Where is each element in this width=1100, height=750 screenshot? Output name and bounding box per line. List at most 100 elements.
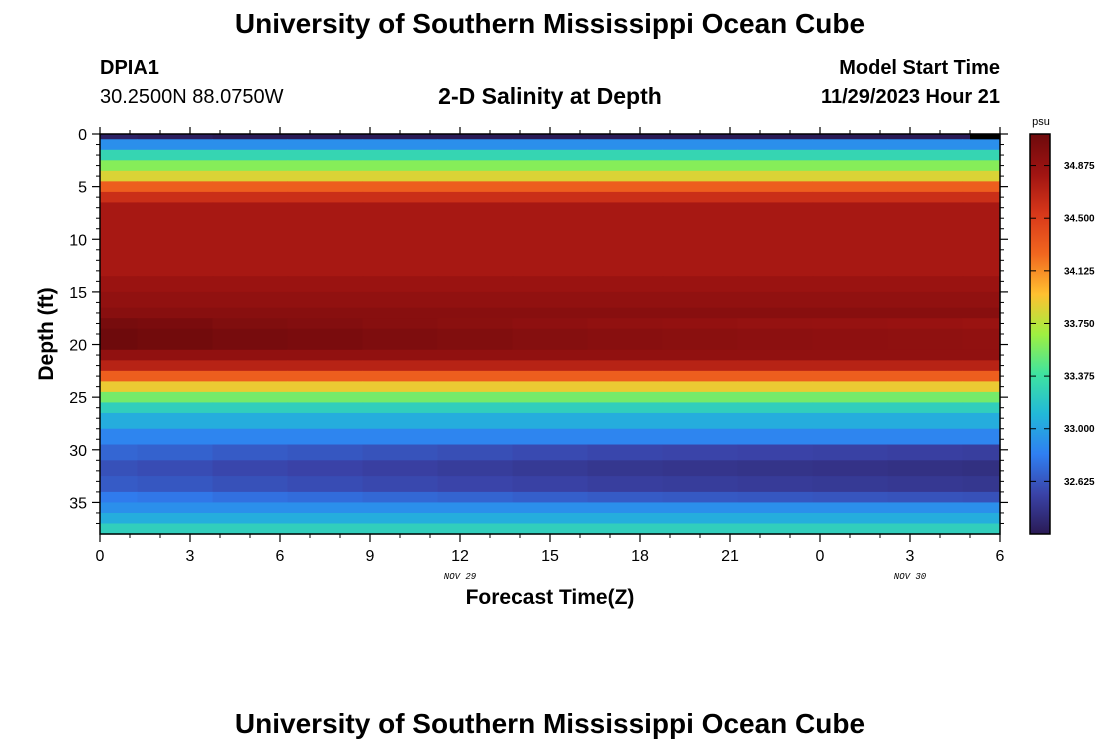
heatmap-cell [662,428,739,446]
day-label: NOV 29 [444,572,477,582]
heatmap-cell [212,428,289,446]
heatmap-cell [100,276,139,293]
x-tick-label: 3 [186,548,195,565]
heatmap-cell [587,491,664,504]
heatmap-cell [970,134,1000,140]
heatmap-cell [100,191,139,204]
heatmap-cell [962,360,1001,372]
heatmap-cell [887,512,964,525]
heatmap-cell [512,149,589,161]
heatmap-cell [212,502,289,514]
heatmap-cell [100,381,139,393]
heatmap-cell [212,191,289,204]
heatmap-cell [737,391,814,404]
heatmap-cell [962,428,1001,446]
y-tick-label: 10 [69,232,87,249]
heatmap-cell [887,460,964,477]
heatmap-cell [662,370,739,382]
heatmap-cell [212,360,289,372]
heatmap-cell [962,318,1001,330]
heatmap-cell [137,523,214,535]
x-tick-label: 12 [451,548,469,565]
heatmap-cell [100,318,139,330]
heatmap-cell [737,523,814,535]
heatmap-cell [437,191,514,204]
heatmap-cell [512,291,589,309]
heatmap-cell [437,276,514,293]
x-tick-label: 3 [906,548,915,565]
heatmap-cell [437,328,514,351]
x-tick-label: 21 [721,548,739,565]
heatmap-cell [887,307,964,319]
heatmap-cell [662,381,739,393]
heatmap-cell [812,349,889,361]
x-tick-label: 6 [276,548,285,565]
heatmap-cell [812,318,889,330]
heatmap-cell [737,149,814,161]
heatmap-cell [887,181,964,193]
heatmap-cell [287,139,364,151]
heatmap-cell [662,139,739,151]
heatmap-cell [587,318,664,330]
heatmap-cell [887,402,964,414]
heatmap-cell [437,170,514,182]
heatmap-cell [887,370,964,382]
heatmap-cell [137,349,214,361]
heatmap-cell [100,149,139,161]
heatmap-cell [737,444,814,461]
heatmap-cell [662,191,739,204]
heatmap-cell [737,318,814,330]
colorbar-tick-label: 34.125 [1064,266,1095,277]
heatmap-cell [962,307,1001,319]
y-tick-label: 25 [69,390,87,407]
heatmap-cell [587,391,664,404]
heatmap-cell [287,381,364,393]
heatmap-cell [887,360,964,372]
heatmap-cell [137,160,214,172]
heatmap-cell [362,402,439,414]
heatmap-cell [212,460,289,477]
heatmap-cell [662,181,739,193]
heatmap-cell [812,170,889,182]
heatmap-cell [100,360,139,372]
heatmap-cell [287,291,364,309]
heatmap-cell [812,460,889,477]
heatmap-cell [887,502,964,514]
heatmap-cell [587,202,664,277]
heatmap-cell [100,391,139,404]
heatmap-cell [512,412,589,430]
heatmap-cell [437,139,514,151]
heatmap-cell [587,307,664,319]
heatmap-cell [362,381,439,393]
heatmap-cell [137,502,214,514]
heatmap-cell [587,139,664,151]
heatmap-cell [812,328,889,351]
heatmap-cell [100,402,139,414]
heatmap-cell [737,307,814,319]
heatmap-cell [437,502,514,514]
heatmap-cell [662,328,739,351]
heatmap-cell [737,170,814,182]
colorbar-tick-label: 34.500 [1064,214,1095,225]
heatmap-cell [100,523,139,535]
heatmap-cell [662,291,739,309]
colorbar-tick-label: 33.750 [1064,319,1095,330]
heatmap-cell [137,360,214,372]
heatmap-cell [812,444,889,461]
heatmap-cell [137,328,214,351]
heatmap-cell [100,370,139,382]
y-tick-label: 20 [69,338,87,355]
heatmap-cell [812,502,889,514]
heatmap-cell [587,160,664,172]
heatmap-cell [362,181,439,193]
heatmap-cell [887,160,964,172]
heatmap-cell [362,512,439,525]
heatmap-cell [662,444,739,461]
heatmap-cell [212,202,289,277]
heatmap-cell [737,202,814,277]
heatmap-cell [362,476,439,493]
heatmap-cell [662,402,739,414]
heatmap-cell [587,170,664,182]
heatmap-cell [662,134,739,140]
heatmap-cell [662,318,739,330]
